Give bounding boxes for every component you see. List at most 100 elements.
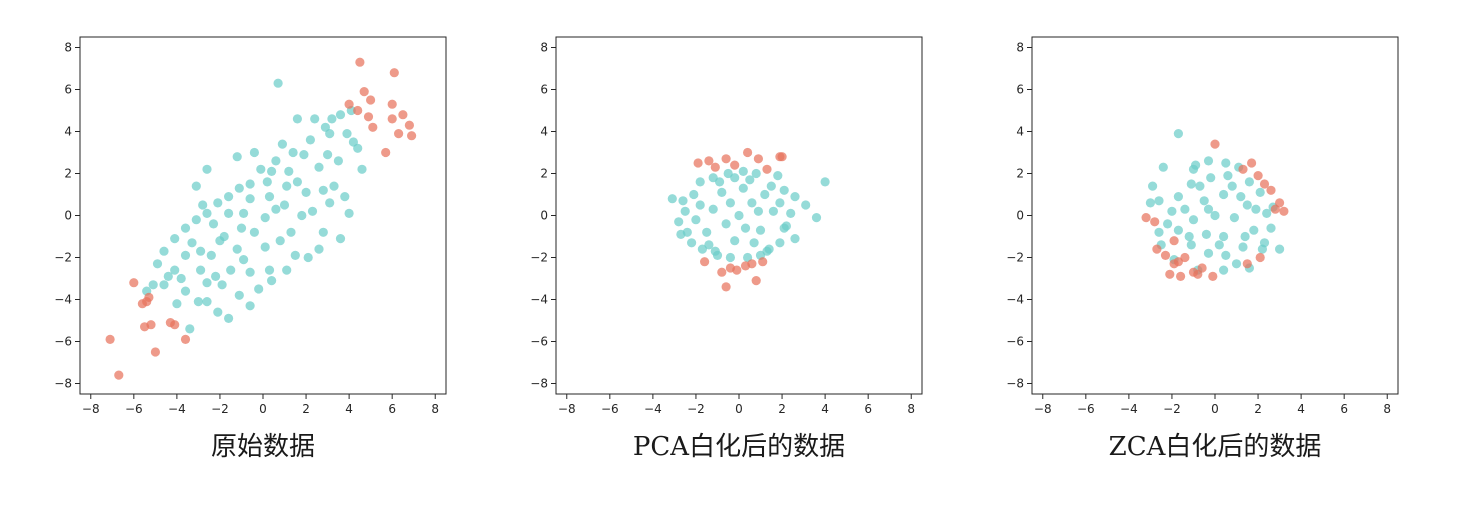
y-tick-label: 2 xyxy=(1016,167,1024,181)
data-point xyxy=(1195,181,1205,191)
data-point xyxy=(314,244,324,254)
data-point xyxy=(144,292,154,302)
data-point xyxy=(1186,240,1196,250)
data-point xyxy=(1266,185,1276,195)
data-point xyxy=(1238,164,1248,174)
data-point xyxy=(1221,250,1231,260)
data-point xyxy=(768,206,779,216)
series-outliers xyxy=(1141,139,1289,281)
panel-zca-whitened: −8 −6 −4 −2 0 2 4 6 8 −8 −6 −4 −2 0 2 4 6 8 ZCA白化后的数据 xyxy=(1006,36,1399,462)
data-point xyxy=(267,166,277,176)
data-point xyxy=(743,147,753,158)
y-tick-label: 0 xyxy=(1016,209,1024,223)
data-point xyxy=(667,194,677,204)
data-point xyxy=(762,246,772,256)
data-point xyxy=(717,187,727,197)
y-tick-label: −4 xyxy=(54,293,72,307)
data-point xyxy=(1231,259,1242,269)
data-point xyxy=(730,173,740,183)
y-tick-label: 6 xyxy=(540,83,548,97)
data-point xyxy=(357,164,367,174)
data-point xyxy=(262,177,272,187)
data-point xyxy=(1242,259,1252,269)
data-point xyxy=(1221,158,1231,168)
data-point xyxy=(159,246,169,256)
data-point xyxy=(271,204,281,214)
x-tick-label: 2 xyxy=(302,402,310,416)
data-point xyxy=(1158,162,1168,172)
data-point xyxy=(1223,171,1233,181)
data-point xyxy=(277,139,287,149)
panel-caption: 原始数据 xyxy=(211,432,315,462)
y-tick-label: −4 xyxy=(530,293,548,307)
data-point xyxy=(721,282,731,292)
y-tick-label: 4 xyxy=(64,125,72,139)
data-point xyxy=(738,166,748,176)
data-point xyxy=(387,99,397,109)
data-point xyxy=(1145,198,1155,208)
data-point xyxy=(196,265,206,275)
data-point xyxy=(790,234,800,244)
data-point xyxy=(288,147,298,158)
data-point xyxy=(271,156,281,166)
x-tick-label: 8 xyxy=(907,402,915,416)
data-point xyxy=(1188,215,1199,225)
scatter-points xyxy=(1141,129,1289,281)
y-axis: −8 −6 −4 −2 0 2 4 6 8 xyxy=(54,41,80,391)
data-point xyxy=(1165,269,1175,279)
data-point xyxy=(389,68,399,78)
data-point xyxy=(766,181,776,191)
data-point xyxy=(137,299,147,309)
data-point xyxy=(353,105,363,116)
data-point xyxy=(282,265,292,275)
data-point xyxy=(301,187,311,197)
data-point xyxy=(1219,189,1229,200)
y-tick-label: 6 xyxy=(1016,83,1024,97)
data-point xyxy=(1219,231,1229,242)
y-tick-label: 4 xyxy=(1016,125,1024,139)
data-point xyxy=(387,114,397,124)
data-point xyxy=(254,284,264,294)
data-point xyxy=(708,204,718,214)
data-point xyxy=(180,334,191,344)
data-point xyxy=(267,276,277,286)
data-point xyxy=(292,114,302,124)
data-point xyxy=(717,267,727,277)
data-point xyxy=(303,252,313,263)
data-point xyxy=(191,181,201,191)
data-point xyxy=(191,215,201,225)
data-point xyxy=(234,183,244,193)
data-point xyxy=(1184,231,1194,242)
data-point xyxy=(381,147,391,158)
data-point xyxy=(725,198,736,208)
data-point xyxy=(723,168,733,179)
data-point xyxy=(320,122,330,132)
y-tick-label: 4 xyxy=(540,125,548,139)
y-tick-label: 8 xyxy=(64,41,72,55)
data-point xyxy=(273,78,283,88)
data-point xyxy=(286,227,296,237)
data-point xyxy=(323,150,333,160)
data-point xyxy=(1227,181,1237,191)
data-point xyxy=(335,234,346,244)
data-point xyxy=(1275,244,1285,254)
y-tick-label: 0 xyxy=(540,209,548,223)
data-point xyxy=(196,246,206,256)
x-tick-label: −8 xyxy=(82,402,100,416)
data-point xyxy=(105,334,115,344)
x-tick-label: −6 xyxy=(1077,402,1095,416)
data-point xyxy=(342,129,352,139)
data-point xyxy=(245,179,255,189)
data-point xyxy=(335,110,346,120)
data-point xyxy=(779,223,789,233)
data-point xyxy=(1210,139,1220,149)
data-point xyxy=(734,210,744,221)
data-point xyxy=(1201,229,1211,239)
data-point xyxy=(732,265,742,275)
data-point xyxy=(394,129,404,139)
data-point xyxy=(1203,156,1214,166)
data-point xyxy=(678,196,688,206)
data-point xyxy=(355,57,365,67)
data-point xyxy=(245,267,255,277)
x-tick-label: −8 xyxy=(1034,402,1052,416)
